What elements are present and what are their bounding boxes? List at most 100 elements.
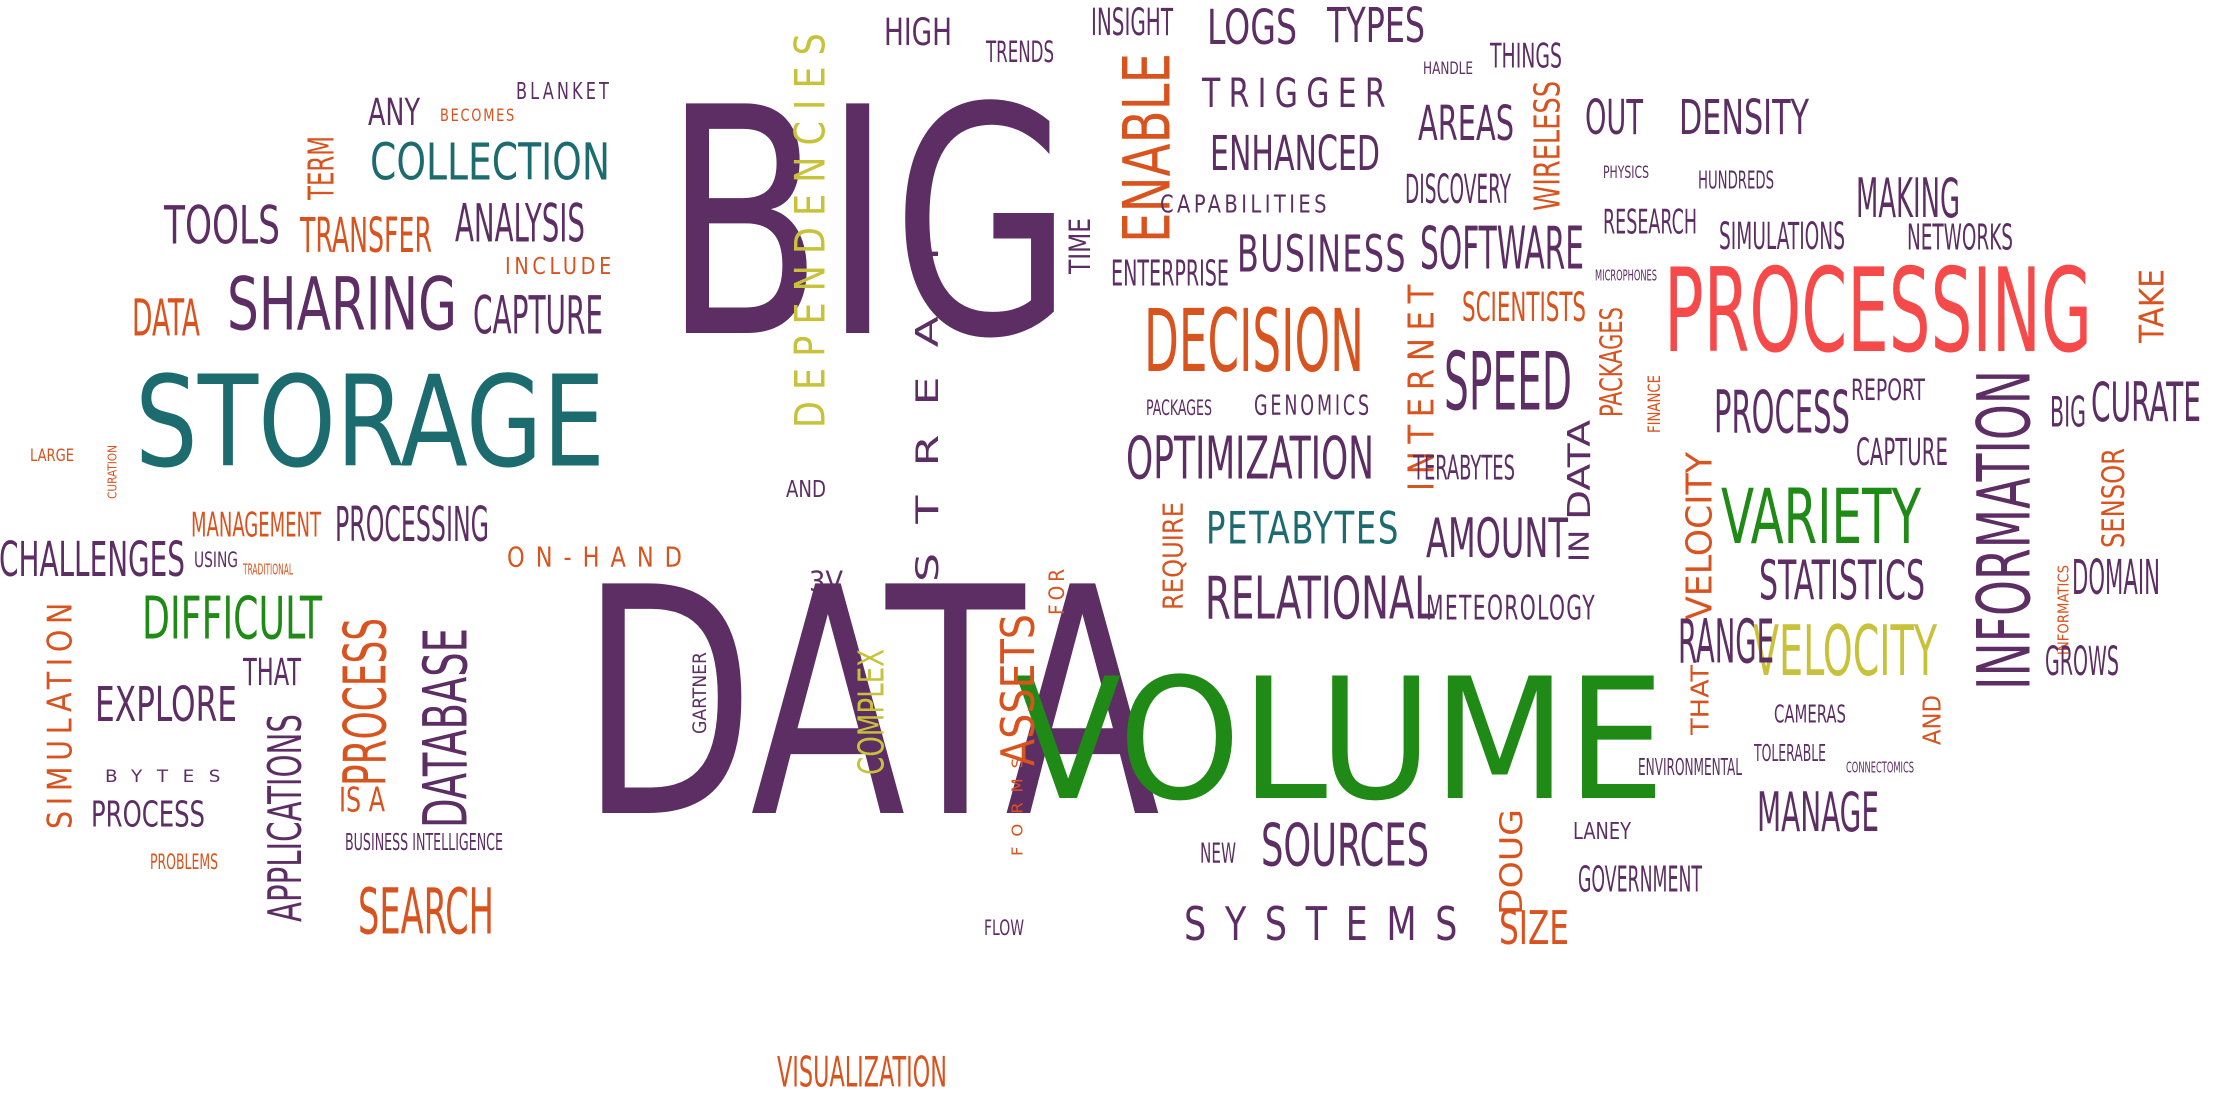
word-problems: PROBLEMS [150,850,218,874]
word-handle: HANDLE [1423,58,1473,78]
word-storage: STORAGE [135,349,605,496]
word-terabytes: TERABYTES [1412,449,1515,488]
word-is-a: IS A [339,781,385,820]
word-becomes: BECOMES [440,105,516,125]
word-environmental: ENVIRONMENTAL [1638,755,1742,781]
word-data: DATA [1562,419,1598,520]
word-and: AND [786,477,826,503]
word-data: DATA [580,522,1160,888]
word-tolerable: TOLERABLE [1753,741,1826,767]
word-explore: EXPLORE [95,677,237,733]
word-insight: INSIGHT [1091,0,1173,44]
word-enable: ENABLE [1111,53,1186,243]
word-systems: SYSTEMS [1184,897,1476,951]
word-types: TYPES [1326,0,1425,54]
word-discovery: DISCOVERY [1405,167,1512,213]
word-finance: FINANCE [1644,375,1664,433]
word-information: INFORMATION [1963,370,2048,690]
word-networks: NETWORKS [1907,218,2013,259]
word-include: INCLUDE [505,254,615,280]
word-manage: MANAGE [1757,780,1879,844]
word-microphones: MICROPHONES [1595,268,1657,285]
word-difficult: DIFFICULT [142,584,322,653]
word-forms: FORMS [1010,748,1027,856]
word-things: THINGS [1489,37,1562,76]
word-petabytes: PETABYTES [1206,504,1400,555]
word-any: ANY [368,90,420,134]
word-packages: PACKAGES [1594,307,1630,417]
word-enhanced: ENHANCED [1210,126,1380,182]
word-research: RESEARCH [1603,203,1697,242]
word-government: GOVERNMENT [1578,860,1702,901]
word-on-hand: ON-HAND [507,543,693,574]
word-processing: PROCESSING [335,497,489,553]
word-and: AND [1918,695,1947,745]
word-that: THAT [242,650,301,694]
word-3v: 3V [809,567,843,598]
word-business-intelligence: BUSINESS INTELLIGENCE [345,830,503,856]
word-meteorology: METEOROLOGY [1426,589,1596,628]
word-tools: TOOLS [163,196,280,257]
word-variety: VARIETY [1721,473,1921,561]
word-take: TAKE [2133,269,2172,344]
word-doug: DOUG [1494,809,1530,915]
word-processing: PROCESSING [1664,245,2092,379]
word-time: TIME [1063,218,1097,275]
word-capture: CAPTURE [1856,430,1948,474]
word-complex: COMPLEX [852,649,893,775]
word-process: PROCESS [1714,378,1850,447]
word-blanket: BLANKET [516,79,612,105]
word-grows: GROWS [2045,639,2119,685]
word-curate: CURATE [2091,370,2201,434]
word-traditional: TRADITIONAL [242,562,293,579]
word-sensor: SENSOR [2096,448,2132,548]
word-big: BIG [2050,388,2086,437]
word-size: SIZE [1499,901,1569,955]
word-volume: VOLUME [1015,642,1665,838]
word-assets: ASSETS [991,614,1045,766]
word-out: OUT [1585,90,1643,146]
word-relational: RELATIONAL [1205,564,1435,633]
word-physics: PHYSICS [1603,162,1649,182]
word-require: REQUIRE [1159,502,1190,610]
word-search: SEARCH [358,876,494,949]
word-wireless: WIRELESS [1528,81,1569,211]
word-high: HIGH [884,10,952,54]
word-scientists: SCIENTISTS [1462,285,1586,331]
word-simulations: SIMULATIONS [1719,214,1845,258]
word-capture: CAPTURE [473,286,603,347]
word-challenges: CHALLENGES [0,532,185,588]
word-applications: APPLICATIONS [258,714,312,922]
word-transfer: TRANSFER [299,208,432,264]
word-decision: DECISION [1144,292,1364,392]
word-analysis: ANALYSIS [455,194,585,255]
word-trigger: TRIGGER [1201,71,1394,117]
word-using: USING [194,548,238,572]
word-dependencies: DEPENDENCIES [786,22,835,428]
word-velocity: VELOCITY [1753,612,1938,692]
word-collection: COLLECTION [370,133,610,192]
word-data: DATA [132,289,200,348]
word-velocity: VELOCITY [1680,452,1721,620]
word-term: TERM [302,136,343,201]
word-making: MAKING [1856,166,1960,230]
word-range: RANGE [1678,607,1774,678]
word-in: IN [1565,530,1596,562]
word-that: THAT [1686,665,1715,736]
word-domain: DOMAIN [2072,550,2160,606]
word-enterprise: ENTERPRISE [1111,254,1229,295]
word-genomics: GENOMICS [1254,391,1372,422]
word-internet: INTERNET [1402,277,1443,491]
word-statistics: STATISTICS [1759,548,1925,612]
word-informatics: INFORMATICS [2056,565,2073,655]
word-software: SOFTWARE [1420,214,1584,283]
word-database: DATABASE [411,628,482,828]
word-cameras: CAMERAS [1774,700,1846,729]
word-connectomics: CONNECTOMICS [1846,760,1914,777]
word-stream: STREAM [910,218,946,582]
word-amount: AMOUNT [1426,506,1569,570]
word-big: BIG [663,42,1073,408]
word-density: DENSITY [1679,90,1809,146]
word-process: PROCESS [331,618,400,786]
